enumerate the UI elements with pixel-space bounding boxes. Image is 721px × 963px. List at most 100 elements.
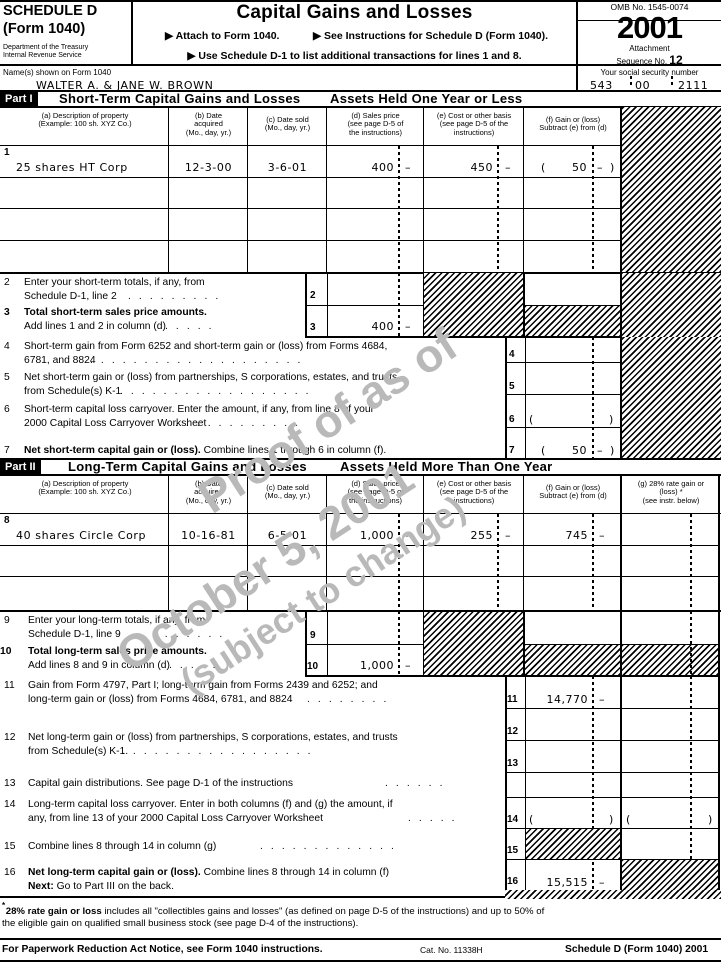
part1-line7-value[interactable]: 50	[572, 444, 587, 457]
part2-line9-number: 9	[4, 615, 10, 626]
part1-vline-d-e	[423, 107, 424, 272]
part2-line12-bottom	[505, 740, 719, 741]
part2-row8-date-sold[interactable]: 6-5-01	[267, 529, 308, 542]
part2-line11to16-cents-divider-g	[690, 676, 692, 892]
part1-line7-rest: Combine lines 1 through 6 in column (f).	[200, 445, 387, 456]
part2-line910-right-edge	[718, 611, 720, 676]
part2-line11-value[interactable]: 14,770	[546, 693, 588, 706]
part2-row8-cost-basis-cents[interactable]: –	[505, 529, 511, 542]
part2-line16-rest: Combine lines 8 through 14 in column (f)	[200, 867, 390, 878]
ssn-label: Your social security number	[600, 68, 699, 77]
footnote-bold: 28% rate gain or loss	[5, 906, 102, 917]
part2-colhead-bottom-rule	[0, 513, 721, 514]
part2-line10-cents[interactable]: –	[405, 659, 411, 672]
part2-line12-box-number: 12	[507, 726, 519, 737]
part2-col-e-line3: instructions)	[453, 495, 495, 505]
part2-row8-cost-basis[interactable]: 255	[470, 529, 493, 542]
part2-line15-bottom	[505, 859, 719, 860]
part2-col-a-line1: (a) Description of property	[41, 479, 129, 488]
part2-col-d-line3: the instructions)	[349, 495, 402, 505]
part2-line16-value[interactable]: 15,515	[546, 876, 588, 889]
form-title: Capital Gains and Losses	[236, 2, 473, 23]
part2-vline-right-edge	[718, 475, 720, 612]
part2-line13-bottom	[505, 772, 719, 773]
part2-line10-bottom	[305, 675, 719, 677]
part2-col-f-line2: Subtract (e) from (d)	[539, 491, 607, 501]
part1-row1-cost-basis-cents[interactable]: –	[505, 161, 511, 174]
part1-line3-value[interactable]: 400	[371, 320, 394, 333]
part2-col-b-line1: (b) Date	[194, 479, 223, 488]
part1-col-f-header: (f) Gain or (loss) Subtract (e) from (d)	[525, 114, 621, 133]
part1-cents-divider-e	[497, 146, 499, 272]
part1-row1-gain[interactable]: 50	[572, 161, 587, 174]
department-line-2: Internal Revenue Service	[3, 52, 82, 59]
part2-row8-gain-cents[interactable]: –	[599, 529, 605, 542]
part2-tag: Part II	[0, 460, 41, 474]
part1-line3-text1: Total short-term sales price amounts.	[24, 307, 207, 318]
part1-row1-gain-cents[interactable]: –	[597, 161, 603, 174]
part2-cents-divider-f	[592, 514, 594, 612]
part2-line14-open-paren-f: (	[529, 813, 534, 826]
part1-colhead-bottom-rule	[0, 145, 622, 146]
page-bottom-rule	[0, 960, 721, 962]
ssn-part-2[interactable]: 00	[635, 79, 651, 92]
part2-subtitle: Assets Held More Than One Year	[340, 459, 553, 474]
part1-line23-hatch-ef	[424, 273, 523, 336]
part2-row8-gain[interactable]: 745	[565, 529, 588, 542]
part1-line6-text1: Short-term capital loss carryover. Enter…	[24, 404, 375, 415]
part1-line6-text2: 2000 Capital Loss Carryover Worksheet	[24, 418, 207, 429]
part1-line7-cents[interactable]: –	[597, 444, 603, 457]
part2-line11to16-box-left	[505, 676, 507, 892]
part2-line11-cents[interactable]: –	[599, 693, 605, 706]
ssn-part-1[interactable]: 543	[590, 79, 613, 92]
part2-line10-value[interactable]: 1,000	[360, 659, 394, 672]
header-bottom-rule	[0, 64, 721, 66]
part1-row1-cost-basis[interactable]: 450	[470, 161, 493, 174]
part1-row1-date-acquired[interactable]: 12-3-00	[184, 161, 233, 174]
part1-line5-leader: . . . . . . . . . . . . . . . . . .	[120, 386, 312, 397]
part1-tag: Part I	[0, 92, 38, 106]
part1-line5-text1: Net short-term gain or (loss) from partn…	[24, 372, 398, 383]
part2-line10-hatch-g	[622, 645, 718, 675]
part2-vline-e-f	[523, 475, 524, 612]
part2-col-e-header: (e) Cost or other basis (see page D-5 of…	[425, 478, 523, 505]
part1-line4to7-cents-divider	[592, 337, 594, 459]
part2-line14-close-paren-f: )	[609, 813, 614, 826]
part2-row8-date-acquired[interactable]: 10-16-81	[181, 529, 236, 542]
part2-cents-divider-g	[690, 514, 692, 612]
part2-col-a-header: (a) Description of property (Example: 10…	[2, 478, 168, 497]
part2-line11-number: 11	[4, 680, 15, 691]
part1-line3-leader: . . . . .	[165, 321, 215, 332]
part2-line910-vline-de	[423, 611, 424, 676]
part2-row8-sales-price[interactable]: 1,000	[360, 529, 394, 542]
part1-line3-cents[interactable]: –	[405, 320, 411, 333]
part2-line9-text1: Enter your long-term totals, if any, fro…	[28, 615, 206, 626]
part1-row1-sales-price-cents[interactable]: –	[405, 161, 411, 174]
part1-row1-description[interactable]: 25 shares HT Corp	[16, 161, 128, 174]
ssn-part-3[interactable]: 2111	[678, 79, 709, 92]
part1-col-a-line1: (a) Description of property	[41, 111, 129, 120]
part2-row2-bottom	[0, 576, 719, 577]
part1-col-d-line3: the instructions)	[349, 127, 402, 137]
part2-vline-c-d	[326, 475, 327, 612]
part1-col-a-line2: (Example: 100 sh. XYZ Co.)	[38, 119, 132, 129]
part2-col-b-header: (b) Date acquired (Mo., day, yr.)	[170, 478, 247, 505]
part2-line16-cents[interactable]: –	[599, 876, 605, 889]
footnote-rest-1: includes all "collectibles gains and los…	[101, 906, 545, 917]
part2-line14-close-paren-g: )	[708, 813, 713, 826]
part2-col-f-header: (f) Gain or (loss) Subtract (e) from (d)	[525, 482, 621, 501]
use-schedule-d1-text: ▶ Use Schedule D-1 to list additional tr…	[187, 50, 522, 62]
part1-row1-sales-price[interactable]: 400	[371, 161, 394, 174]
taxpayer-name-value[interactable]: WALTER A. & JANE W. BROWN	[36, 79, 214, 92]
part2-header-bar: Part II Long-Term Capital Gains and Loss…	[0, 460, 721, 474]
part2-line10-text2: Add lines 8 and 9 in column (d)	[28, 660, 170, 671]
part2-line13-number: 13	[4, 778, 16, 789]
schedule-label: SCHEDULE D	[3, 3, 98, 19]
part2-row8-description[interactable]: 40 shares Circle Corp	[16, 529, 147, 542]
part1-line6-bottom	[505, 427, 621, 428]
part2-row8-sales-price-cents[interactable]: –	[405, 529, 411, 542]
part1-col-c-line1: (c) Date sold	[266, 115, 309, 124]
part2-col-d-line2: (see page D-5 of	[347, 487, 404, 497]
part1-line2-leader: . . . . . . . . .	[128, 291, 221, 302]
part1-row1-date-sold[interactable]: 3-6-01	[267, 161, 308, 174]
